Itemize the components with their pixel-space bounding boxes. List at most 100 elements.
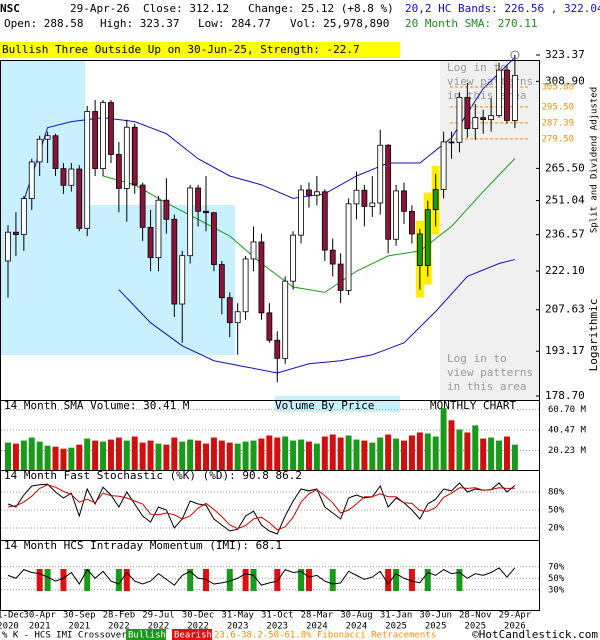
volume: Vol: 25,978,890 [290, 17, 389, 30]
candle-body [131, 126, 138, 186]
volume-bar [401, 440, 407, 470]
stochastic-line [7, 482, 516, 535]
x-tick-label: 2022 [187, 622, 209, 632]
sma: 20 Month SMA: 270.11 [405, 17, 537, 30]
footer-bullish: Bullish [128, 631, 166, 640]
x-tick-label: 2021 [68, 622, 90, 632]
volume-bar [179, 441, 186, 470]
candle-body [266, 312, 273, 341]
x-tick-label: 2025 [464, 622, 486, 632]
candle-body [432, 189, 439, 211]
candle-body [250, 241, 257, 260]
candle-body [369, 202, 376, 207]
overlay-line [118, 259, 516, 374]
chart-label: MONTHLY CHART [430, 399, 516, 412]
x-tick-label: 28-Feb [103, 611, 136, 621]
volume-bar [68, 447, 75, 470]
bearish-key [172, 629, 212, 640]
volume-bar [115, 437, 122, 470]
imi-bullish [84, 569, 91, 591]
candle-body [401, 190, 407, 212]
high: High: 323.37 [100, 17, 179, 30]
imi-bearish [242, 569, 249, 591]
candle-body [313, 191, 320, 196]
x-tick-label: 2026 [504, 622, 526, 632]
volume-bar [36, 441, 43, 470]
x-tick-label: 30-Aug [340, 611, 373, 621]
candle-body [321, 191, 328, 251]
imi-label: 14 Month HCS Intraday Momentum (IMI): 68… [4, 539, 282, 552]
login-line: Log in to [447, 61, 507, 74]
volume-bar [250, 440, 257, 470]
volume-bar [496, 440, 503, 470]
imi-bullish [187, 569, 194, 591]
close: Close: 312.12 [143, 2, 229, 15]
volume-bar [195, 440, 202, 470]
x-tick-label: 31-Dec [0, 611, 24, 621]
candle-body [68, 168, 75, 186]
candle-body [187, 187, 194, 257]
candle-body [424, 209, 431, 266]
x-tick-label: 2021 [29, 622, 51, 632]
y-tick-label: 20% [548, 524, 565, 534]
imi-bullish [393, 569, 400, 591]
y-tick-label: 20.23 M [548, 446, 587, 456]
volume-bar [171, 437, 178, 470]
y-tick-label: 60.70 M [548, 405, 587, 415]
x-tick-label: 28-Mar [301, 611, 334, 621]
volume-bar [321, 436, 328, 470]
volume-bar [44, 445, 51, 470]
volume-bar [147, 440, 154, 470]
high-marker [510, 50, 520, 60]
change: Change: 25.12 (+8.8 %) [248, 2, 394, 15]
volume-bar [361, 440, 368, 470]
candle-body [115, 154, 122, 189]
imi-bearish [305, 569, 312, 591]
volume-bar [393, 438, 400, 470]
fib-label: 287.39 [541, 118, 574, 128]
y-tick-label: 236.57 [545, 228, 585, 241]
candle-body [377, 144, 384, 204]
x-tick-label: 2022 [108, 622, 130, 632]
candle-body [60, 168, 67, 186]
volume-bar [305, 441, 312, 470]
volume-bar [20, 440, 27, 470]
y-tick-label: 265.50 [545, 161, 585, 174]
volume-bar [456, 429, 463, 470]
login-line: in this area [447, 380, 526, 393]
candle-body [456, 96, 463, 143]
volume-bar [84, 438, 91, 470]
volume-bar [337, 437, 344, 470]
volume-bar [131, 436, 138, 470]
candle-body [218, 264, 225, 299]
x-tick-label: 2023 [227, 622, 249, 632]
locked-area [440, 61, 539, 400]
candle-body [337, 263, 344, 291]
candle-body [488, 115, 495, 121]
fib-label: 279.50 [541, 134, 574, 144]
volume-bar [313, 443, 320, 470]
x-tick-label: 2023 [266, 622, 288, 632]
y-tick-label: 40.47 M [548, 425, 587, 435]
imi-bearish [36, 569, 43, 591]
y-tick-label: 50% [548, 506, 565, 516]
candle-body [76, 168, 83, 229]
volume-bar [298, 439, 305, 470]
volume-bar [377, 437, 384, 470]
volume-bar [432, 436, 439, 470]
candle-body [195, 187, 201, 212]
volume-bar [464, 432, 471, 470]
stochastic-line [7, 484, 515, 531]
imi-bullish [329, 569, 336, 591]
volume-bar [92, 440, 99, 470]
y-tick-label: 193.17 [545, 344, 585, 357]
candle-body [258, 241, 265, 314]
x-tick-label: 30-Jun [419, 611, 452, 621]
candle-body [171, 218, 178, 305]
volume-bar [290, 440, 297, 470]
y-tick-label: 222.10 [545, 264, 585, 277]
volume-bar [408, 435, 415, 470]
y-tick-label: 80% [548, 488, 565, 498]
banner-bg [0, 42, 400, 58]
